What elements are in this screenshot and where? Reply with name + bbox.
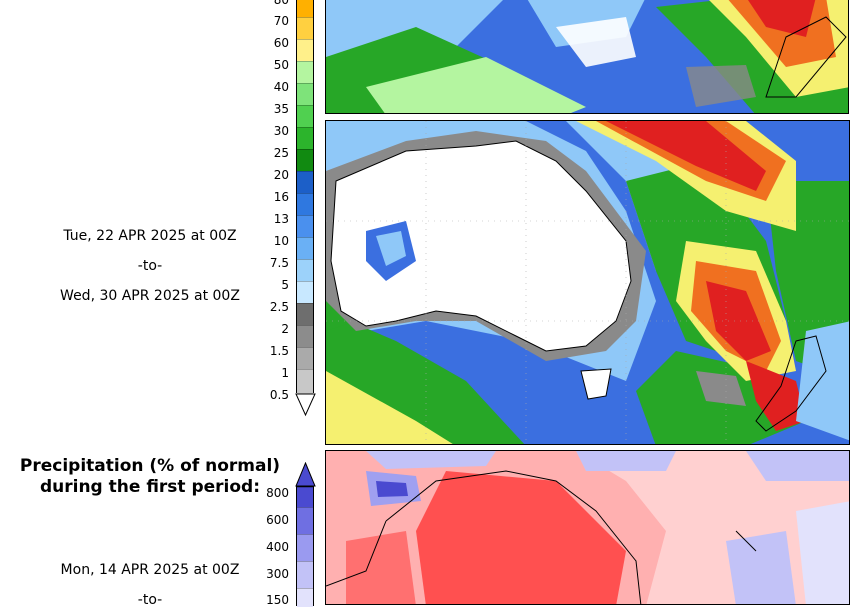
scale-label: 1.5: [269, 344, 289, 358]
scale-label: 1: [281, 366, 289, 380]
scale-label: 0.5: [269, 388, 289, 402]
scale-cell: [297, 237, 313, 259]
scale-cell: [297, 281, 313, 303]
scale-cell: [297, 0, 313, 17]
scale-cell: [297, 127, 313, 149]
scale-label: 7.5: [269, 256, 289, 270]
scale-cell: [297, 39, 313, 61]
scale-cell: [297, 534, 313, 561]
scale-cell: [297, 105, 313, 127]
map-panel-top: [325, 0, 849, 114]
map-panel-precip: [325, 120, 850, 445]
scale-label: 25: [273, 146, 289, 160]
pct-map-graphic: [326, 451, 849, 604]
scale-label: 20: [273, 168, 289, 182]
scale-label: 35: [273, 102, 289, 116]
precip-color-scale: [296, 0, 314, 394]
top-map-graphic: [326, 0, 848, 113]
pct-scale-label: 800: [266, 486, 289, 500]
scale-cell: [297, 259, 313, 281]
scale-cell: [297, 193, 313, 215]
scale-label: 50: [273, 58, 289, 72]
scale-label: 60: [273, 36, 289, 50]
precip-map-graphic: [326, 121, 849, 444]
pct-period-start-date: Mon, 14 APR 2025 at 00Z: [60, 562, 240, 578]
scale-arrow-bottom: [295, 393, 316, 417]
pct-period-to-label: -to-: [137, 592, 163, 608]
pct-scale-label: 400: [266, 540, 289, 554]
scale-cell: [297, 17, 313, 39]
scale-cell: [297, 561, 313, 588]
scale-label: 13: [273, 212, 289, 226]
period-to-label: -to-: [137, 258, 163, 274]
period-start-date: Tue, 22 APR 2025 at 00Z: [63, 228, 237, 244]
scale-cell: [297, 369, 313, 394]
pct-color-scale: [296, 486, 314, 607]
pct-scale-arrow-top: [295, 462, 316, 487]
pct-scale-label: 600: [266, 513, 289, 527]
pct-scale-label: 300: [266, 567, 289, 581]
scale-cell: [297, 171, 313, 193]
pct-title-line2: during the first period:: [39, 477, 261, 497]
scale-cell: [297, 149, 313, 171]
scale-label: 2: [281, 322, 289, 336]
period-end-date: Wed, 30 APR 2025 at 00Z: [60, 288, 240, 304]
scale-label: 80: [273, 0, 289, 7]
scale-cell: [297, 487, 313, 507]
scale-cell: [297, 61, 313, 83]
scale-label: 40: [273, 80, 289, 94]
pct-title-line1: Precipitation (% of normal): [19, 456, 281, 476]
scale-cell: [297, 325, 313, 347]
scale-cell: [297, 83, 313, 105]
scale-label: 10: [273, 234, 289, 248]
scale-cell: [297, 507, 313, 534]
scale-label: 70: [273, 14, 289, 28]
scale-label: 5: [281, 278, 289, 292]
scale-label: 2.5: [269, 300, 289, 314]
scale-cell: [297, 347, 313, 369]
map-panel-pct-normal: [325, 450, 850, 605]
scale-label: 16: [273, 190, 289, 204]
scale-cell: [297, 215, 313, 237]
scale-cell: [297, 303, 313, 325]
scale-label: 30: [273, 124, 289, 138]
